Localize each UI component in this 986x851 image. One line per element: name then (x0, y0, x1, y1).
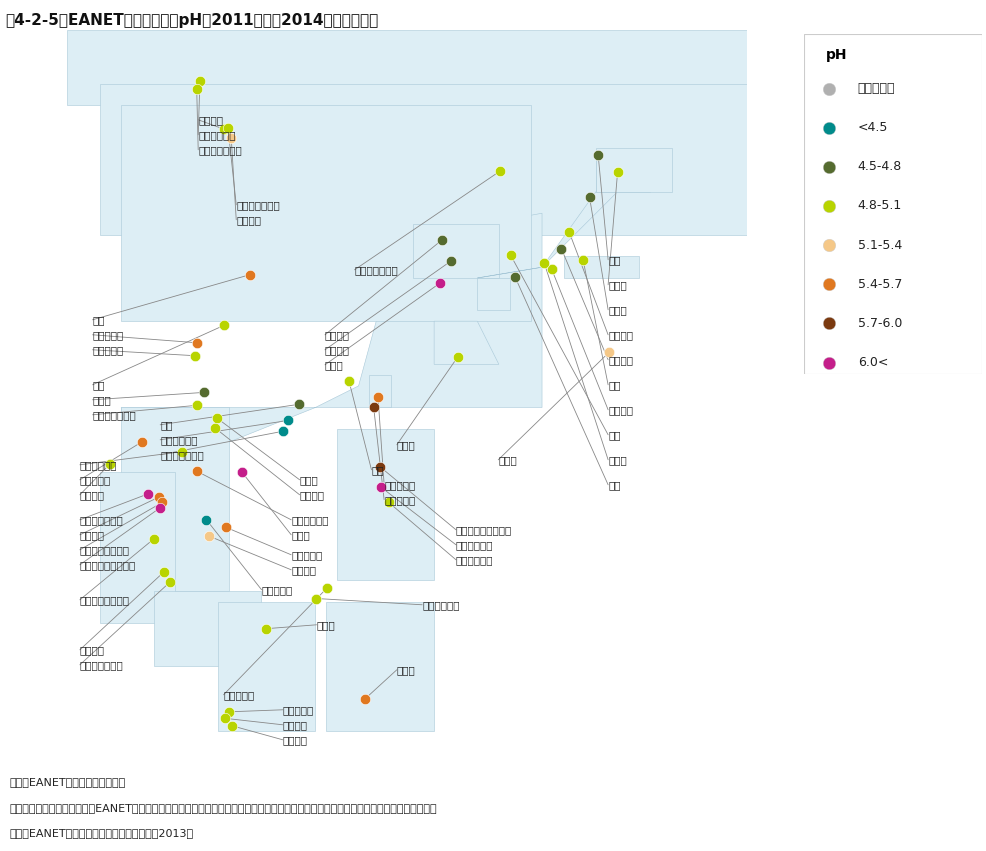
Text: <4.5: <4.5 (857, 121, 887, 134)
Text: 小笠原: 小笠原 (498, 454, 517, 465)
Text: ハイフ: ハイフ (93, 395, 111, 405)
Text: 4.8-5.1: 4.8-5.1 (857, 199, 901, 213)
Text: カントー: カントー (291, 565, 316, 574)
Text: ジーウォズ: ジーウォズ (93, 345, 123, 355)
Polygon shape (100, 83, 746, 235)
Text: 辺戸岬: 辺戸岬 (396, 440, 415, 450)
Polygon shape (336, 429, 434, 580)
Polygon shape (369, 375, 390, 408)
Text: 注１：EANETの公表資料より作成: 注１：EANETの公表資料より作成 (10, 777, 126, 787)
Polygon shape (121, 106, 530, 321)
Text: ロスバニョス: ロスバニョス (456, 555, 493, 565)
Text: カンファ: カンファ (324, 330, 350, 340)
Text: ジャカルタ: ジャカルタ (282, 705, 314, 715)
Text: 4.5-4.8: 4.5-4.8 (857, 160, 901, 174)
Text: モンディ: モンディ (198, 115, 223, 125)
Text: ジュシエンドン: ジュシエンドン (160, 450, 204, 460)
Text: 八方尾根: 八方尾根 (607, 355, 632, 365)
Polygon shape (218, 602, 316, 731)
Text: シージャン: シージャン (93, 330, 123, 340)
FancyBboxPatch shape (804, 34, 981, 374)
Text: マロス: マロス (396, 665, 415, 675)
Text: 重慶: 重慶 (93, 380, 105, 390)
Text: イルクーツク: イルクーツク (198, 130, 236, 140)
Polygon shape (477, 278, 509, 311)
Text: ナコンラチャシマ: ナコンラチャシマ (80, 595, 130, 605)
Text: リストビヤンカ: リストビヤンカ (198, 145, 242, 155)
Polygon shape (121, 408, 229, 591)
Text: イムシル: イムシル (324, 345, 350, 355)
Polygon shape (121, 214, 541, 558)
Text: シャオピン: シャオピン (384, 494, 415, 505)
Text: 資料：EANET「東アジア酸性雨データ報告書2013」: 資料：EANET「東アジア酸性雨データ報告書2013」 (10, 828, 194, 838)
Text: ハノイ: ハノイ (300, 475, 318, 485)
Text: セルポン: セルポン (282, 720, 308, 730)
Text: ホアビン: ホアビン (300, 490, 324, 500)
Text: 橋原: 橋原 (607, 480, 620, 490)
Text: 珠海: 珠海 (160, 420, 173, 430)
Text: チェンマイ: チェンマイ (80, 475, 111, 485)
Text: サント・トーマス山: サント・トーマス山 (456, 525, 512, 534)
Text: 蛭ヶ池: 蛭ヶ池 (607, 454, 626, 465)
Polygon shape (154, 591, 261, 666)
Text: ウランバートル: ウランバートル (236, 200, 280, 210)
Polygon shape (596, 148, 670, 191)
Text: 5.1-5.4: 5.1-5.4 (857, 238, 901, 252)
Text: 廈門: 廈門 (371, 465, 384, 475)
Text: 5.4-5.7: 5.4-5.7 (857, 277, 901, 291)
Polygon shape (596, 159, 650, 191)
Polygon shape (477, 170, 639, 278)
Text: ホンウェン: ホンウェン (384, 480, 415, 490)
Text: マニラ首都圏: マニラ首都圏 (456, 540, 493, 550)
Text: ダナンバレー: ダナンバレー (422, 600, 459, 610)
Text: 済州島: 済州島 (324, 360, 343, 370)
Text: 西安: 西安 (93, 315, 105, 325)
Text: テレルジ: テレルジ (236, 214, 261, 225)
Polygon shape (325, 602, 434, 731)
Text: ２：測定方法については、EANETにおいて実技マニュアルとして定められている方法による。なお、精度保証・精度管理は実施している: ２：測定方法については、EANETにおいて実技マニュアルとして定められている方法… (10, 802, 437, 813)
Polygon shape (100, 472, 175, 623)
Text: プリモルスカヤ: プリモルスカヤ (354, 265, 398, 275)
Text: サムットプラカーン: サムットプラカーン (80, 560, 136, 570)
Text: ホーチミン: ホーチミン (291, 550, 322, 560)
Polygon shape (434, 321, 498, 364)
Polygon shape (563, 256, 639, 278)
Text: 東京: 東京 (607, 380, 620, 390)
Text: ペタリンジャヤ: ペタリンジャヤ (80, 660, 123, 670)
Text: 落石岬: 落石岬 (607, 280, 626, 290)
Text: 佐渡関岬: 佐渡関岬 (607, 330, 632, 340)
Text: ダナン: ダナン (291, 530, 310, 540)
Text: 隠岐: 隠岐 (607, 430, 620, 440)
Text: クックプオン: クックプオン (291, 515, 328, 525)
Text: コトタバン: コトタバン (224, 690, 254, 700)
Text: ジンユンシャン: ジンユンシャン (93, 410, 136, 420)
Text: 伊自良湖: 伊自良湖 (607, 405, 632, 414)
Text: タナラタ: タナラタ (80, 645, 105, 654)
Text: カンチャナブリ: カンチャナブリ (80, 515, 123, 525)
Text: データなし: データなし (857, 82, 894, 95)
Text: pH: pH (825, 48, 846, 61)
Text: クチン: クチン (317, 620, 335, 630)
Text: 6.0<: 6.0< (857, 356, 887, 369)
Text: バンコク: バンコク (80, 530, 105, 540)
Text: ビエンチャン: ビエンチャン (80, 460, 117, 470)
Text: バンドン: バンドン (282, 734, 308, 745)
Text: シャンジョウ: シャンジョウ (160, 435, 197, 445)
Text: 竜飛岬: 竜飛岬 (607, 305, 626, 315)
Text: 利尻: 利尻 (607, 254, 620, 265)
Polygon shape (412, 224, 498, 278)
Text: 5.7-6.0: 5.7-6.0 (857, 317, 901, 330)
Text: 図4-2-5　EANET地域の降水中pH（2011年から2014年の平均値）: 図4-2-5 EANET地域の降水中pH（2011年から2014年の平均値） (5, 13, 378, 28)
Polygon shape (67, 30, 746, 106)
Text: プノンペン: プノンペン (261, 585, 293, 595)
Text: パトゥムターニー: パトゥムターニー (80, 545, 130, 555)
Text: ヤンゴン: ヤンゴン (80, 490, 105, 500)
